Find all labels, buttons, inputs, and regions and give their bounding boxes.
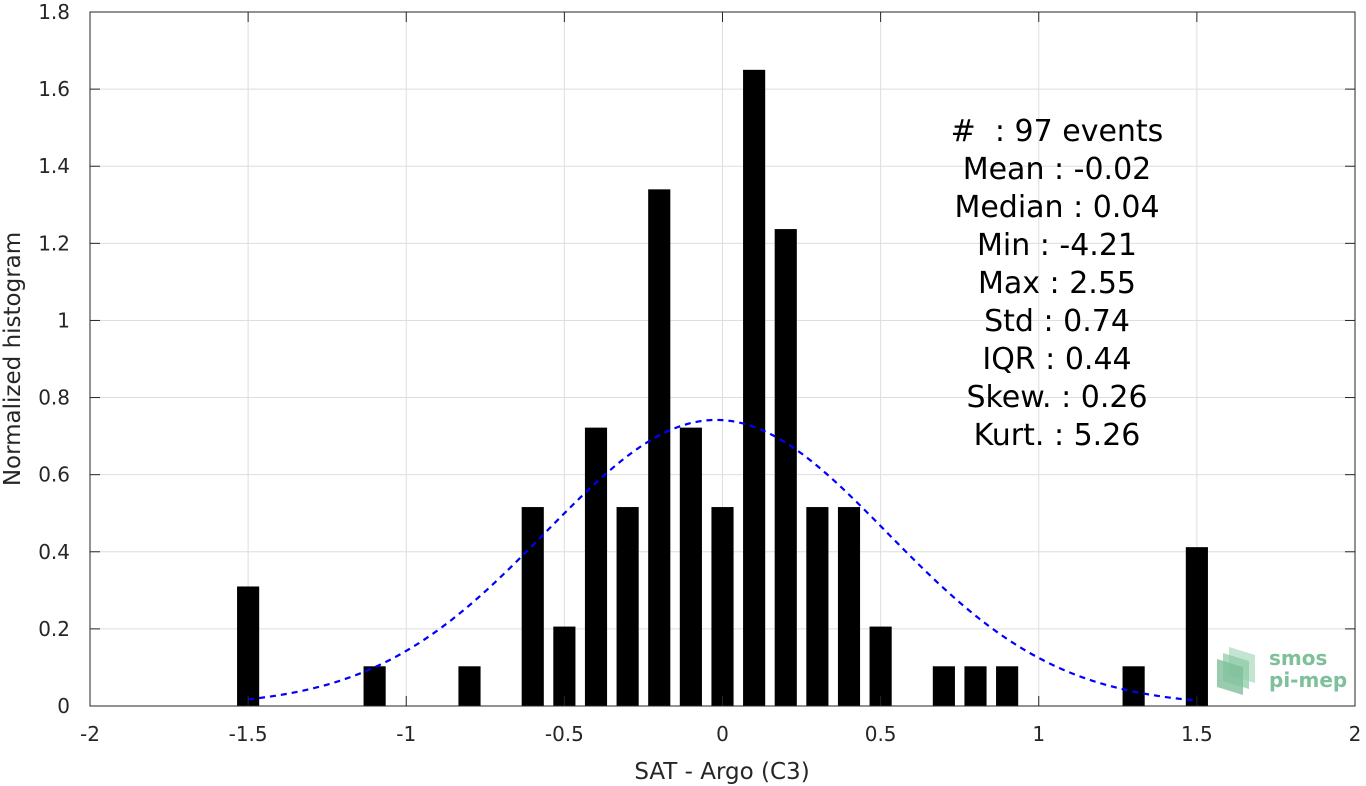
stats-line-6: IQR : 0.44 — [982, 342, 1131, 377]
x-tick-label-1: -1.5 — [229, 722, 268, 746]
y-tick-label-1: 0.2 — [38, 617, 70, 641]
histogram-bar-7 — [648, 189, 671, 706]
histogram-bar-18 — [1122, 666, 1145, 706]
x-tick-label-0: -2 — [80, 722, 100, 746]
gaussian-fit — [248, 418, 1197, 702]
y-tick-label-6: 1.2 — [38, 231, 70, 255]
histogram-bar-12 — [806, 507, 829, 706]
histogram-bar-5 — [584, 427, 608, 706]
stats-line-7: Skew. : 0.26 — [966, 380, 1147, 415]
y-tick-label-4: 0.8 — [38, 386, 70, 410]
histogram-bar-4 — [553, 626, 576, 706]
x-axis-ticks: -2 -1.5 -1 -0.5 0 0.5 1 1.5 2 — [80, 12, 1361, 746]
x-tick-label-4: 0 — [716, 722, 729, 746]
y-axis-ticks: 0 0.2 0.4 0.6 0.8 1 1.2 1.4 1.6 1.8 — [38, 0, 1355, 718]
x-tick-label-7: 1.5 — [1181, 722, 1213, 746]
logo-stack-icon — [1217, 647, 1255, 695]
histogram-bar-13 — [837, 507, 861, 706]
histogram-bar-8 — [679, 427, 702, 706]
x-tick-label-5: 0.5 — [865, 722, 897, 746]
stats-line-4: Max : 2.55 — [978, 266, 1136, 301]
histogram-bar-19 — [1185, 547, 1208, 706]
stats-line-5: Std : 0.74 — [984, 304, 1130, 339]
logo-line-2: pi-mep — [1269, 668, 1347, 692]
x-tick-label-3: -0.5 — [545, 722, 584, 746]
y-tick-label-8: 1.6 — [38, 77, 70, 101]
x-tick-label-6: 1 — [1032, 722, 1045, 746]
logo-line-1: smos — [1269, 646, 1327, 670]
histogram-bar-1 — [363, 666, 386, 706]
y-tick-label-9: 1.8 — [38, 0, 70, 24]
stats-line-8: Kurt. : 5.26 — [974, 418, 1141, 453]
histogram-bar-14 — [869, 626, 892, 706]
fit-curve-line — [248, 418, 1197, 702]
x-tick-label-2: -1 — [396, 722, 416, 746]
histogram-bar-16 — [964, 666, 987, 706]
stats-line-3: Min : -4.21 — [977, 228, 1137, 263]
y-tick-label-7: 1.4 — [38, 154, 70, 178]
stats-line-1: Mean : -0.02 — [963, 152, 1152, 187]
histogram-bar-0 — [237, 586, 260, 706]
y-tick-label-0: 0 — [57, 694, 70, 718]
histogram-bar-3 — [521, 507, 544, 706]
histogram-bar-6 — [616, 507, 639, 706]
histogram-bar-17 — [996, 666, 1019, 706]
histogram-bar-15 — [932, 666, 955, 706]
x-tick-label-8: 2 — [1349, 722, 1362, 746]
y-tick-label-2: 0.4 — [38, 540, 70, 564]
histogram-bar-9 — [711, 507, 734, 706]
histogram-bar-10 — [743, 69, 766, 707]
stats-line-2: Median : 0.04 — [954, 190, 1159, 225]
histogram-bars — [237, 69, 1208, 707]
smos-pi-mep-logo: smos pi-mep — [1217, 646, 1347, 695]
y-tick-label-3: 0.6 — [38, 463, 70, 487]
x-axis-label: SAT - Argo (C3) — [634, 759, 809, 785]
y-tick-label-5: 1 — [57, 308, 70, 332]
histogram-bar-2 — [458, 666, 481, 706]
y-axis-label: Normalized histogram — [0, 232, 26, 486]
histogram-bar-11 — [774, 229, 797, 706]
stats-line-0: # : 97 events — [951, 114, 1164, 149]
